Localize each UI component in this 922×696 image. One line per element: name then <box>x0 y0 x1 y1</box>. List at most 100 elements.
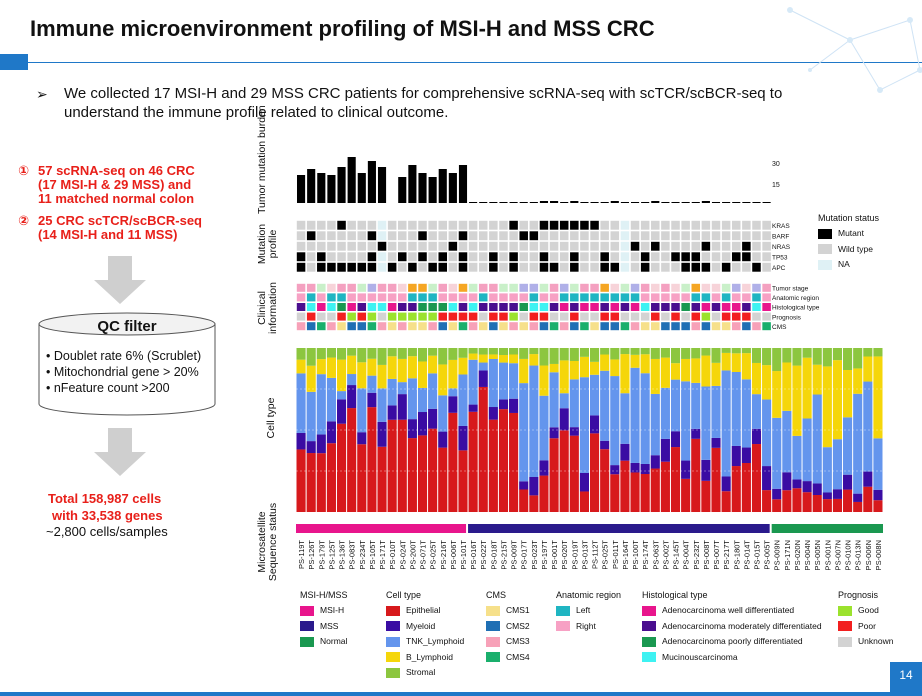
mutation-cell <box>752 231 761 241</box>
clinical-cell <box>428 322 437 331</box>
mutation-cell <box>448 231 458 241</box>
sample-label: PS-022T <box>479 540 488 570</box>
mutation-cell <box>742 220 751 230</box>
celltype-segment <box>853 501 863 512</box>
clinical-cell <box>731 293 741 302</box>
celltype-segment <box>670 431 681 448</box>
clinical-cell <box>398 322 407 331</box>
mutation-cell <box>681 231 690 241</box>
clinical-cell <box>509 303 518 311</box>
celltype-segment <box>478 348 488 355</box>
tmb-bar <box>529 202 538 203</box>
clinical-cell <box>559 283 569 292</box>
mutation-cell <box>418 252 427 262</box>
celltype-segment <box>701 355 711 387</box>
celltype-segment <box>843 474 853 490</box>
step-2-line-2: (14 MSI-H and 11 MSS) <box>38 227 178 242</box>
tmb-bar <box>357 173 366 203</box>
legend-swatch <box>486 636 500 647</box>
sample-label: PS-019T <box>570 540 579 570</box>
clinical-cell <box>337 293 346 302</box>
mutation-cell <box>317 241 326 251</box>
mutation-cell <box>721 220 731 230</box>
legend-swatch <box>642 621 656 632</box>
celltype-segment <box>751 362 762 395</box>
celltype-segment <box>448 388 458 397</box>
mutation-cell <box>296 220 306 230</box>
mutation-cell <box>762 220 771 230</box>
sample-label: PS-020N <box>793 540 802 570</box>
celltype-segment <box>832 439 843 490</box>
celltype-segment <box>590 361 600 375</box>
clinical-cell <box>357 293 367 302</box>
celltype-segment <box>397 358 407 383</box>
clinical-cell <box>600 283 609 292</box>
celltype-segment <box>853 348 863 369</box>
legend-item-msi: Normal <box>300 636 347 647</box>
celltype-segment <box>397 382 407 395</box>
mutation-cell <box>742 231 751 241</box>
mutation-cell <box>529 262 539 272</box>
legend-label: CMS3 <box>506 636 530 646</box>
clinical-cell <box>428 293 437 302</box>
celltype-segment <box>650 468 660 512</box>
clinical-cell <box>711 283 721 292</box>
celltype-segment <box>610 465 620 475</box>
celltype-segment <box>640 373 650 464</box>
clinical-cell <box>742 322 751 331</box>
clinical-cell <box>600 322 609 331</box>
mutation-cell <box>418 220 427 230</box>
celltype-segment <box>468 353 478 360</box>
mutation-cell <box>610 252 620 262</box>
legend-swatch <box>642 605 656 616</box>
celltype-segment <box>498 355 509 363</box>
clinical-cell <box>398 283 407 292</box>
celltype-segment <box>326 421 336 444</box>
celltype-segment <box>509 348 519 355</box>
celltype-segment <box>762 466 772 491</box>
clinical-cell <box>327 283 336 292</box>
celltype-segment <box>863 348 873 357</box>
clinical-cell <box>731 322 741 331</box>
clinical-cell <box>296 312 306 321</box>
mutation-cell <box>357 252 367 262</box>
clinical-cell <box>387 303 397 311</box>
clinical-cell <box>387 283 397 292</box>
mutation-cell <box>398 262 407 272</box>
mutation-cell <box>337 241 346 251</box>
mutation-cell <box>721 231 731 241</box>
mutation-cell <box>398 231 407 241</box>
clinical-cell <box>559 303 569 311</box>
mutation-cell <box>590 262 599 272</box>
celltype-segment <box>579 491 589 512</box>
sample-label: PS-004N <box>803 540 812 570</box>
clinical-cell <box>327 293 336 302</box>
clinical-cell <box>570 322 579 331</box>
sample-label: PS-215T <box>499 540 508 570</box>
legend-swatch <box>818 259 832 270</box>
sample-label: PS-101T <box>459 540 468 570</box>
celltype-segment <box>488 407 498 420</box>
clinical-cell <box>711 312 721 321</box>
sample-label: PS-171T <box>378 540 387 570</box>
clinical-cell <box>408 303 417 311</box>
clinical-cell <box>742 293 751 302</box>
sample-label: PS-020T <box>560 540 569 570</box>
clinical-cell <box>509 293 518 302</box>
mutation-cell <box>296 252 306 262</box>
clinical-cell <box>387 312 397 321</box>
clinical-cell <box>448 322 458 331</box>
clinical-cell <box>306 293 316 302</box>
celltype-segment <box>559 393 569 409</box>
tmb-bar <box>398 177 407 203</box>
celltype-segment <box>782 472 792 491</box>
clinical-cell <box>681 293 690 302</box>
clinical-cell <box>367 303 377 311</box>
celltype-segment <box>579 377 589 473</box>
tmb-bar <box>560 202 569 203</box>
sample-label: PS-023T <box>530 540 539 570</box>
sample-label: PS-083T <box>348 540 357 570</box>
tmb-bar <box>377 167 387 203</box>
tmb-bar <box>590 202 599 203</box>
celltype-segment <box>438 364 448 396</box>
